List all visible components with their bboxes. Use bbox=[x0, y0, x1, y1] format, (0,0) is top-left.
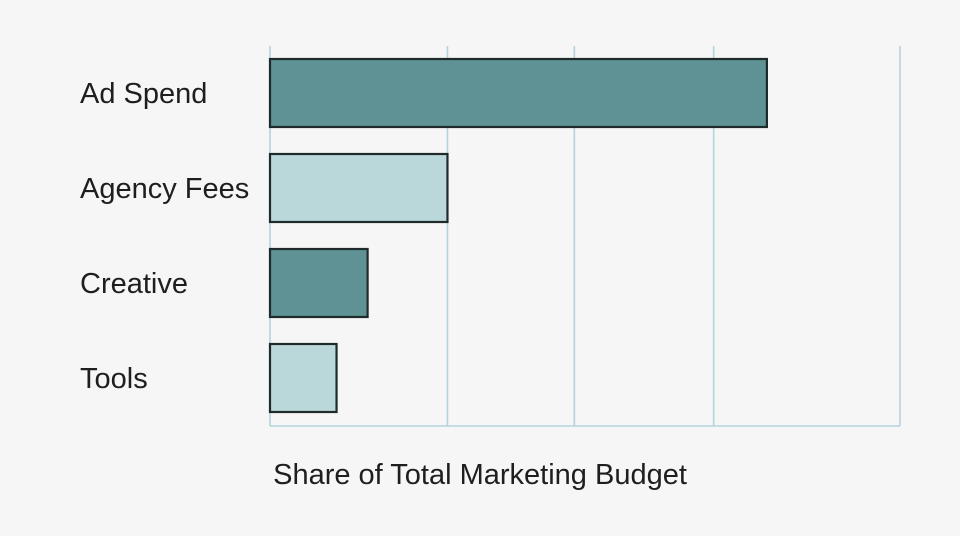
bar-creative bbox=[268, 247, 369, 319]
bar-tools bbox=[268, 342, 338, 414]
category-labels: Ad Spend Agency Fees Creative Tools bbox=[80, 78, 249, 395]
bars bbox=[268, 57, 769, 414]
category-label-agency-fees: Agency Fees bbox=[80, 173, 249, 205]
category-label-creative: Creative bbox=[80, 268, 188, 300]
category-label-tools: Tools bbox=[80, 363, 148, 395]
category-label-ad-spend: Ad Spend bbox=[80, 78, 207, 110]
bar-agency-fees bbox=[268, 152, 449, 224]
bar-ad-spend bbox=[268, 57, 769, 129]
x-axis-title: Share of Total Marketing Budget bbox=[273, 459, 687, 491]
